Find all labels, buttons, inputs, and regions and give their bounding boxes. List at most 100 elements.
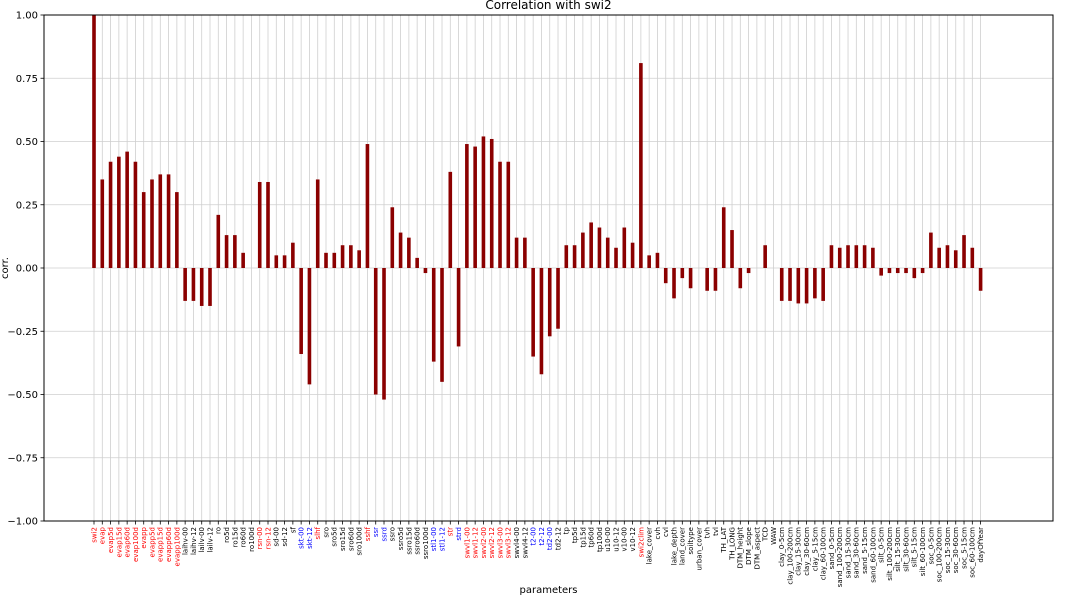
bar-swvl4-12 [523,237,527,268]
x-tick-label: DTM_aspect [753,527,761,570]
bar-evapp60d [166,174,171,268]
x-tick-label: sro100d [356,527,364,555]
bar-silt_100-200cm [887,268,892,274]
bar-ssr [373,268,378,395]
bar-t2-12 [539,268,544,375]
x-tick-label: tp100d [596,527,604,552]
bar-slhf [315,179,320,268]
x-tick-label: clay_100-200cm [786,527,794,585]
x-tick-label: ro5d [223,527,231,543]
bar-lailv-00 [199,268,204,306]
bar-evap15d [117,156,121,268]
bar-clay_0-5cm [779,268,784,301]
x-axis-ticks: swi2 evap evap5d evap15d evap60d evap100d evap… [90,521,985,587]
bar-tp15d [581,232,585,268]
bar-evap60d [125,151,129,268]
bar-evapp5d [150,179,154,268]
x-tick-label: sd-12 [281,527,289,547]
bar-sand_60-100cm [871,247,875,268]
x-tick-label: evap15d [115,527,123,558]
bar-lake_cover [647,255,651,268]
bar-clay_60-100cm [821,268,825,301]
x-tick-label: tp5d [571,527,579,543]
x-tick-label: td2-00 [546,527,554,550]
bar-silt_30-60cm [904,268,908,274]
bar-sd-12 [282,255,287,268]
bar-ssro [390,207,395,268]
x-tick-label: skt-12 [306,527,314,549]
bar-u10-12 [614,247,618,268]
x-tick-label: tvh [704,527,712,538]
x-tick-label: evapp [140,526,148,548]
x-tick-label: evap [99,526,107,544]
y-tick-label: −0.50 [7,390,38,401]
x-tick-label: silt_15-30cm [894,527,902,572]
bar-soc_0-5cm [929,232,933,268]
x-tick-label: strd [455,527,463,541]
x-tick-label: ssr [372,527,380,537]
x-tick-label: rsn-12 [264,527,272,549]
x-tick-label: evap5d [107,527,115,553]
bar-swvl1-12 [473,146,477,268]
y-tick-label: −0.25 [7,327,38,338]
bar-swi2clim [639,63,643,268]
x-tick-label: clay_5-15cm [811,527,819,571]
x-tick-label: tvl [712,527,720,536]
bar-v10-12 [630,242,635,268]
bar-swvl1-00 [465,144,469,268]
x-tick-label: ro60d [240,527,248,547]
bar-sro15d [340,245,345,268]
x-tick-label: soc_30-60cm [952,527,960,573]
bar-soc_100-200cm [937,247,941,268]
bar-str [448,171,453,268]
bar-evap100d [133,161,138,268]
bar-evapp100d [175,192,179,268]
bar-TH_LAT [721,207,726,268]
bar-tp60d [589,222,593,268]
bar-swvl2-00 [481,136,486,268]
x-tick-label: swvl3-00 [496,527,504,558]
x-tick-label: sand_15-30cm [844,527,852,579]
y-axis-label: corr. [0,257,11,279]
x-tick-label: ro [215,527,223,534]
bar-ro5d [224,235,229,268]
bar-soc_30-60cm [953,250,958,268]
bar-lailv-12 [208,268,212,306]
x-tick-label: sand_30-60cm [853,527,861,579]
x-tick-label: laihv-12 [190,527,198,555]
y-tick-label: −0.75 [7,453,38,464]
x-tick-label: silt_0-5cm [878,527,886,563]
bar-laihv-00 [183,268,187,301]
x-tick-label: clay_15-30cm [795,527,803,576]
bar-sand_5-15cm [862,245,867,268]
x-tick-label: ssro15d [405,527,413,555]
x-tick-label: clay_30-60cm [803,527,811,576]
x-tick-label: ssro [389,527,397,541]
bar-swvl4-00 [514,237,519,268]
x-axis-label: parameters [519,585,577,596]
y-axis-ticks: 1.00 0.75 0.50 0.25 0.00 −0.25 −0.50 −0.75 −1.00 [7,11,44,528]
bar-evapp [141,192,146,268]
x-tick-label: t2-00 [530,527,538,546]
x-tick-label: ro15d [231,527,239,547]
x-tick-label: sand_100-200cm [836,527,844,587]
x-tick-label: sro5d [331,527,339,547]
x-tick-label: evapp100d [173,527,181,566]
x-tick-label: slhf [314,526,322,539]
bar-swvl3-00 [498,161,502,268]
bar-sand_15-30cm [846,245,850,268]
x-tick-label: soc_100-200cm [936,527,944,582]
x-tick-label: evapp60d [165,527,173,562]
x-tick-label: evapp5d [148,527,156,558]
bar-ssrd [382,268,386,400]
bar-clay_5-15cm [813,268,817,299]
bar-stl1-12 [440,268,444,382]
x-tick-label: lailv-00 [198,527,206,553]
bar-clay_100-200cm [788,268,792,301]
bar-silt_15-30cm [895,268,900,274]
x-tick-label: sand_5-15cm [861,527,869,574]
bar-cvl [663,268,668,284]
bar-td2-00 [547,268,552,337]
